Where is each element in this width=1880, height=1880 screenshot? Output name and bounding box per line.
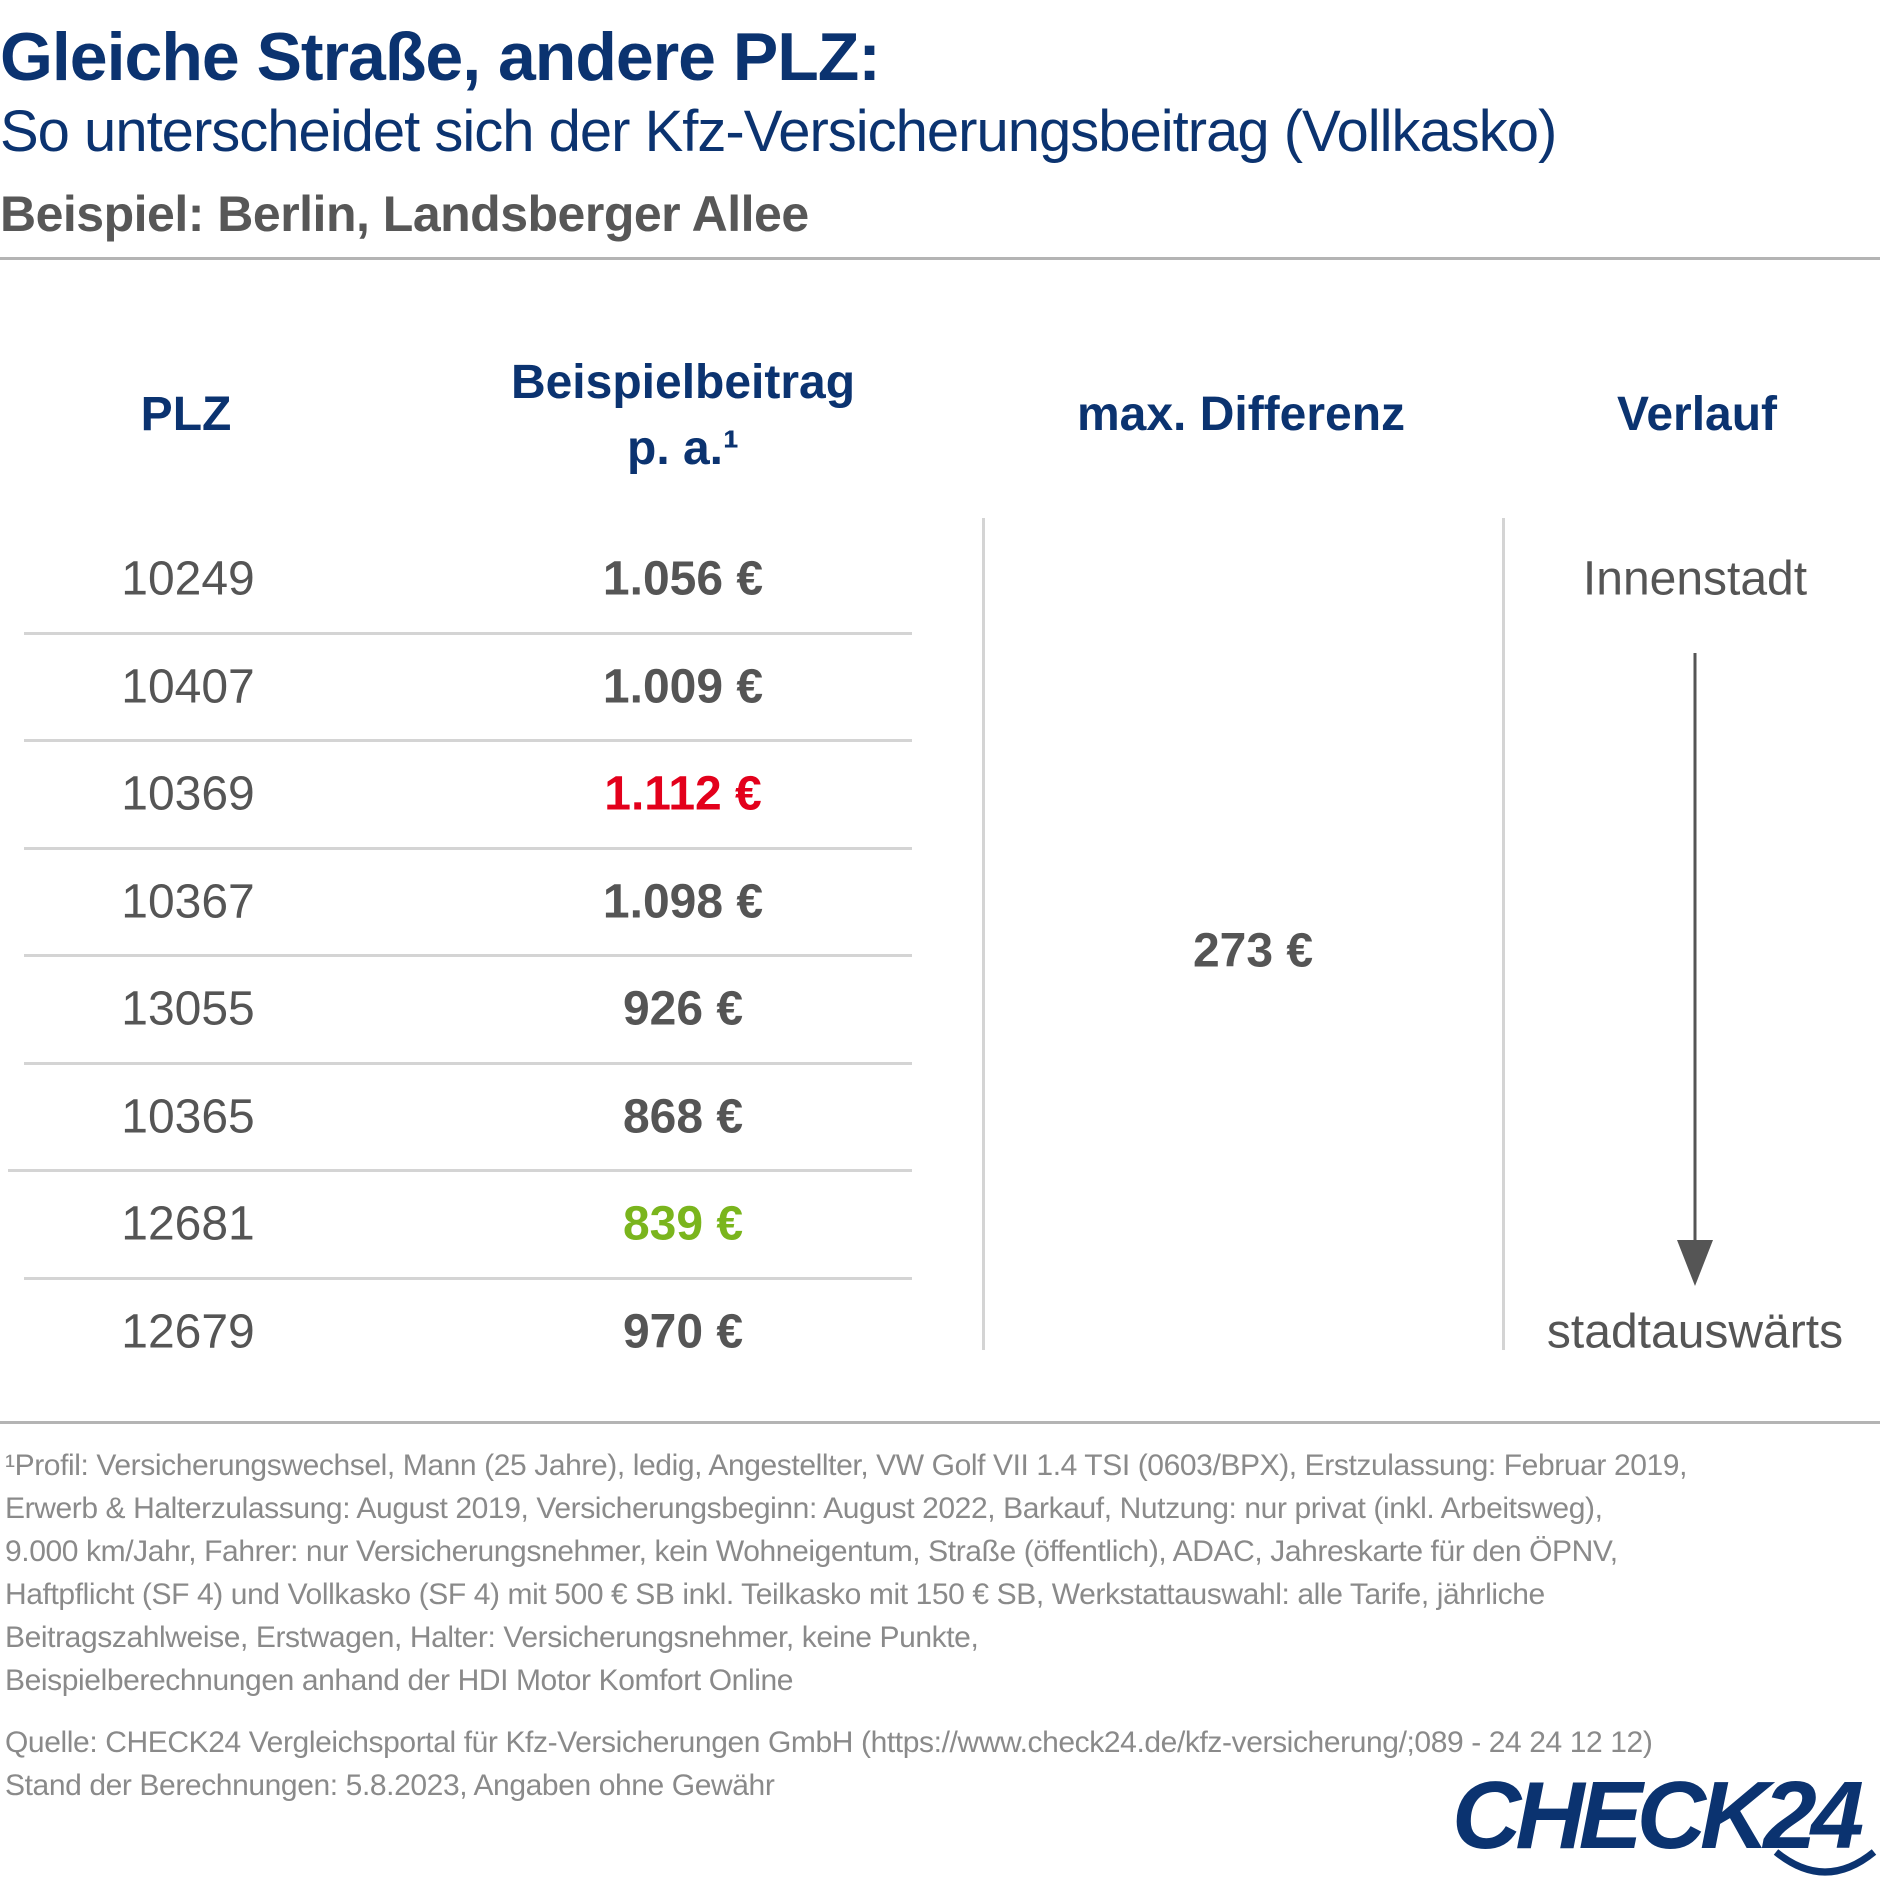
row-plz: 10369 [121, 767, 255, 821]
row-plz: 10367 [121, 875, 255, 928]
source-note: Quelle: CHECK24 Vergleichsportal für Kfz… [5, 1721, 1653, 1807]
row-plz: 10407 [121, 660, 255, 713]
footnote-line: Erwerb & Halterzulassung: August 2019, V… [5, 1492, 1603, 1525]
column-header-plz: PLZ [140, 388, 232, 441]
footnote-line: Beitragszahlweise, Erstwagen, Halter: Ve… [5, 1621, 979, 1654]
row-beitrag: 1.098 € [602, 875, 764, 928]
check24-logo: CHECK24 [1452, 1768, 1880, 1880]
row-separator [24, 739, 912, 743]
footnote-line: Haftpflicht (SF 4) und Vollkasko (SF 4) … [5, 1578, 1545, 1611]
column-header-beitrag-line2: p. a.¹ [626, 422, 740, 475]
row-beitrag: 1.112 € [604, 767, 762, 821]
row-separator [24, 1061, 912, 1065]
row-beitrag: 839 € [622, 1197, 744, 1251]
bottom-divider [0, 1421, 1880, 1424]
column-header-beitrag-line1: Beispielbeitrag [510, 356, 856, 409]
verlauf-start-label: Innenstadt [1582, 552, 1808, 606]
column-divider [1502, 518, 1505, 1350]
page-title: Gleiche Straße, andere PLZ: [0, 19, 881, 95]
footnote-line: 9.000 km/Jahr, Fahrer: nur Versicherungs… [5, 1535, 1618, 1568]
verlauf-end-label: stadtauswärts [1546, 1305, 1844, 1359]
source-line: Quelle: CHECK24 Vergleichsportal für Kfz… [5, 1726, 1653, 1759]
column-header-differenz: max. Differenz [1076, 388, 1406, 441]
row-beitrag: 970 € [622, 1305, 744, 1358]
example-label: Beispiel: Berlin, Landsberger Allee [0, 186, 809, 242]
row-beitrag: 1.056 € [602, 552, 764, 606]
row-beitrag: 926 € [622, 982, 744, 1036]
column-header-verlauf: Verlauf [1616, 388, 1778, 441]
logo-smile-icon [1773, 1849, 1877, 1876]
page-subtitle: So unterscheidet sich der Kfz-Versicheru… [0, 99, 1557, 164]
max-differenz-value: 273 € [1192, 924, 1314, 978]
top-divider [0, 257, 1880, 260]
row-plz: 10249 [121, 552, 255, 606]
column-divider [982, 518, 985, 1350]
footnote-line: ¹Profil: Versicherungswechsel, Mann (25 … [5, 1449, 1688, 1482]
row-plz: 10365 [121, 1090, 255, 1143]
row-beitrag: 868 € [622, 1090, 744, 1143]
row-separator [24, 954, 912, 958]
stand-line: Stand der Berechnungen: 5.8.2023, Angabe… [5, 1769, 775, 1802]
row-beitrag: 1.009 € [602, 660, 764, 713]
row-plz: 12679 [121, 1305, 255, 1358]
row-plz: 12681 [121, 1197, 255, 1251]
row-separator [24, 1276, 912, 1280]
row-separator [24, 631, 912, 635]
row-separator [8, 1169, 912, 1173]
footnote-line: Beispielberechnungen anhand der HDI Moto… [5, 1664, 794, 1697]
arrow-down-icon [1677, 653, 1713, 1286]
column-header-beitrag: Beispielbeitrag p. a.¹ [511, 350, 855, 482]
footnote: ¹Profil: Versicherungswechsel, Mann (25 … [5, 1444, 1687, 1702]
row-plz: 13055 [121, 982, 255, 1036]
row-separator [24, 846, 912, 850]
logo-text: CHECK24 [1452, 1762, 1864, 1869]
